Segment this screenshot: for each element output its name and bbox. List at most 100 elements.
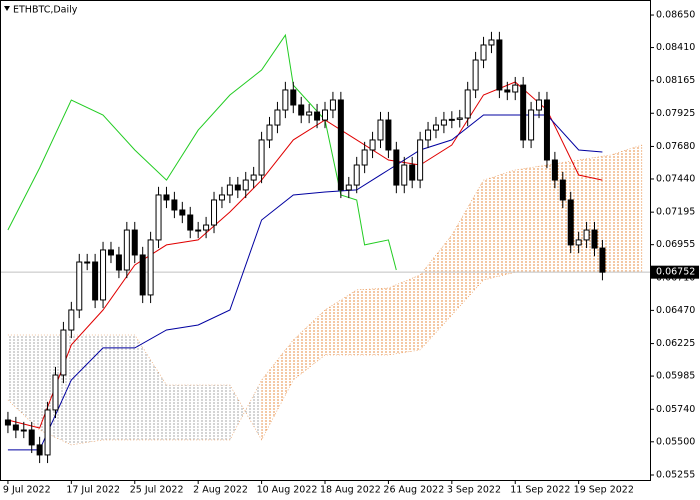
y-tick-label: 0.08650 [656,10,695,21]
y-tick-label: 0.05500 [656,436,695,447]
candle-body [361,149,368,166]
cloud-segment [451,180,484,315]
candle-body [171,199,178,211]
x-tick-label: 18 Aug 2022 [320,485,381,496]
candle-body [20,429,27,432]
candle-body [36,444,43,456]
candle-body [464,89,471,119]
candle-body [306,111,313,116]
x-tick-label: 11 Sep 2022 [510,485,570,496]
candle-body [274,109,281,126]
last-price-label: 0.06752 [656,267,695,278]
candle-body [425,129,432,141]
candle-body [512,84,519,93]
candle-body [234,184,241,191]
candle-body [92,261,99,301]
candle-body [551,159,558,181]
candle-body [575,239,582,246]
cloud-segment [325,289,357,355]
candle-body [377,119,384,141]
candle-body [329,99,336,111]
candle-body [107,249,114,256]
cloud-segment [198,385,230,440]
cloud-segment [356,288,389,355]
candle-body [139,254,146,296]
indicator-line [7,33,397,271]
candle-body [258,139,265,176]
candle-body [155,194,162,241]
x-tick-label: 9 Jul 2022 [3,485,51,496]
candle-body [409,164,416,181]
candle-body [76,261,83,311]
x-tick-label: 2 Aug 2022 [193,485,248,496]
candle-body [44,409,51,456]
indicator-line [7,81,603,429]
candle-body [290,89,297,106]
candle-body [314,111,321,121]
candle-body [401,164,408,186]
candle-body [203,224,210,231]
x-tick-label: 25 Jul 2022 [130,485,184,496]
y-tick-label: 0.06955 [656,239,695,250]
candle-body [28,429,35,446]
candle-body [100,249,107,301]
cloud-segment [166,385,199,440]
plot-area [0,31,650,464]
x-tick-label: 17 Jul 2022 [66,485,120,496]
candle-body [242,179,249,191]
candle-body [195,229,202,232]
y-tick-label: 0.07195 [656,207,695,218]
cloud-segment [420,235,452,350]
candle-body [163,194,170,201]
candle-body [536,99,543,111]
candle-body [282,89,289,111]
candle-body [12,424,19,431]
cloud-segment [388,275,421,355]
y-tick-label: 0.07440 [656,173,695,184]
candle-body [298,104,305,116]
candle-body [218,194,225,201]
candle-body [187,214,194,231]
candle-body [68,309,75,331]
y-tick-label: 0.05985 [656,371,695,382]
candle-body [211,199,218,226]
y-tick-label: 0.05740 [656,404,695,415]
y-tick-label: 0.06225 [656,338,695,349]
indicator-line [7,114,603,451]
y-tick-label: 0.08165 [656,75,695,86]
candle-body [393,149,400,186]
cloud-segment [515,165,547,273]
candle-body [528,109,535,141]
candle-body [599,247,606,273]
cloud-span [7,271,643,441]
y-tick-label: 0.05255 [656,469,695,480]
cloud-segment [293,309,325,381]
candle-body [480,44,487,61]
cloud-segment [71,335,104,445]
y-tick-label: 0.08410 [656,42,695,53]
candle-body [496,39,503,91]
cloud-segment [103,335,135,440]
candle-body [520,84,527,141]
candle-body [345,184,352,191]
candle-body [4,419,11,426]
candle-body [52,374,59,411]
candle-body [488,39,495,46]
x-tick-label: 3 Sep 2022 [447,485,501,496]
candle-body [543,99,550,161]
candle-body [115,254,122,271]
candle-body [131,229,138,256]
candle-body [353,164,360,186]
candle-body [385,119,392,151]
y-tick-label: 0.07925 [656,108,695,119]
candle-body [567,199,574,246]
chart-title: ETHBTC,Daily [13,5,78,16]
candle-body [456,117,463,120]
candle-body [559,179,566,201]
candle-body [440,119,447,126]
cloud-segment [483,170,516,281]
y-tick-label: 0.07680 [656,141,695,152]
cloud-segment [261,339,294,440]
candle-body [179,209,186,216]
candle-body [583,229,590,241]
